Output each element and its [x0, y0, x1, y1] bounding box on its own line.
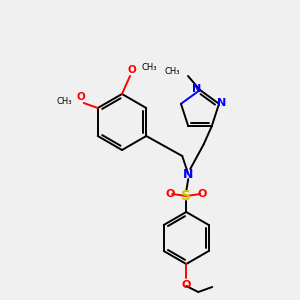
Text: N: N: [192, 84, 202, 94]
Text: O: O: [128, 65, 136, 75]
Text: O: O: [76, 92, 85, 102]
Text: N: N: [183, 167, 194, 181]
Text: O: O: [166, 189, 175, 199]
Text: N: N: [218, 98, 226, 108]
Text: CH₃: CH₃: [56, 97, 72, 106]
Text: S: S: [181, 189, 191, 203]
Text: CH₃: CH₃: [142, 64, 158, 73]
Text: CH₃: CH₃: [164, 68, 180, 76]
Text: O: O: [198, 189, 207, 199]
Text: O: O: [182, 280, 191, 290]
